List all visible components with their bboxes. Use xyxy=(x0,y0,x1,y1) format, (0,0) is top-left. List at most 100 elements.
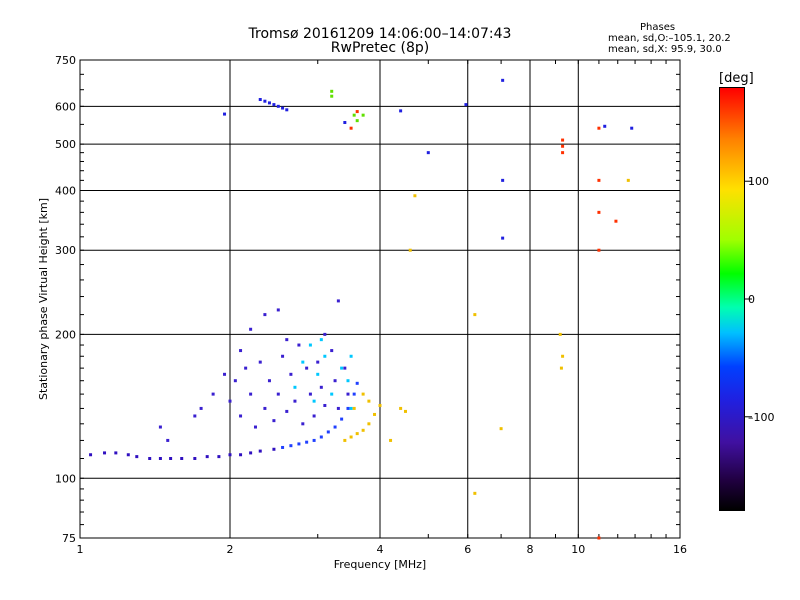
data-point xyxy=(223,112,227,116)
data-point xyxy=(272,103,276,107)
data-point xyxy=(281,354,285,358)
colorbar-tick-label: 0 xyxy=(748,293,755,306)
data-point xyxy=(263,99,267,103)
data-point xyxy=(333,379,337,383)
data-point xyxy=(499,427,503,431)
data-point xyxy=(355,381,359,385)
data-point xyxy=(561,151,565,155)
data-point xyxy=(319,385,323,389)
data-point xyxy=(297,343,301,347)
data-point xyxy=(293,385,297,389)
y-axis-label: Stationary phase Virtual Height [km] xyxy=(37,198,50,400)
data-point xyxy=(346,392,350,396)
data-point xyxy=(614,219,618,223)
data-point xyxy=(426,151,430,155)
data-point xyxy=(413,194,417,198)
data-point xyxy=(285,338,289,342)
data-point xyxy=(559,366,563,370)
data-point xyxy=(249,451,253,455)
data-point xyxy=(355,432,359,436)
data-point xyxy=(346,406,350,410)
data-point xyxy=(276,392,280,396)
data-point xyxy=(217,455,221,459)
data-point xyxy=(319,338,323,342)
data-point xyxy=(193,414,197,418)
colorbar-tick-label: 100 xyxy=(748,175,769,188)
data-point xyxy=(148,456,152,460)
chart-title-line1: Tromsø 20161209 14:06:00–14:07:43 xyxy=(248,26,512,42)
colorbar-tick-label: –100 xyxy=(748,411,775,424)
y-tick-label: 200 xyxy=(55,328,76,341)
x-axis-label: Frequency [MHz] xyxy=(334,558,426,571)
data-point xyxy=(293,399,297,403)
data-point xyxy=(349,354,353,358)
data-point xyxy=(276,104,280,108)
data-point xyxy=(343,366,347,370)
data-point xyxy=(343,121,347,125)
data-point xyxy=(166,438,170,442)
data-point xyxy=(330,89,334,93)
data-point xyxy=(263,313,267,317)
plot-frame xyxy=(79,59,681,539)
data-point xyxy=(301,422,305,426)
data-point xyxy=(319,435,323,439)
data-point xyxy=(403,409,407,413)
data-point xyxy=(340,417,344,421)
data-point xyxy=(158,425,162,429)
data-point xyxy=(473,491,477,495)
x-tick-label: 4 xyxy=(377,543,384,556)
data-point xyxy=(373,412,377,416)
x-tick-label: 10 xyxy=(571,543,585,556)
phases-heading: Phases xyxy=(640,22,676,33)
data-point xyxy=(603,124,607,128)
chart-title-line2: RwPretec (8p) xyxy=(330,40,430,56)
data-point xyxy=(336,299,340,303)
data-point xyxy=(228,399,232,403)
y-tick-label: 100 xyxy=(55,472,76,485)
data-point xyxy=(352,113,356,117)
x-tick-label: 16 xyxy=(673,543,687,556)
x-tick-label: 1 xyxy=(77,543,84,556)
data-point xyxy=(330,94,334,98)
data-point xyxy=(253,425,257,429)
data-point xyxy=(473,313,477,317)
data-point xyxy=(349,406,353,410)
data-point xyxy=(180,456,184,460)
data-point xyxy=(630,126,634,130)
data-point xyxy=(272,419,276,423)
data-point xyxy=(501,178,505,182)
data-point xyxy=(239,453,243,457)
data-point xyxy=(199,406,203,410)
data-point xyxy=(626,178,630,182)
data-point xyxy=(289,444,293,448)
data-point xyxy=(267,101,271,105)
data-point xyxy=(272,447,276,451)
data-point xyxy=(258,449,262,453)
y-tick-label: 750 xyxy=(55,54,76,67)
data-point xyxy=(281,106,285,110)
data-point xyxy=(205,455,209,459)
data-point xyxy=(263,406,267,410)
data-point xyxy=(336,406,340,410)
phases-x-stats: mean, sd,X: 95.9, 30.0 xyxy=(608,44,722,55)
data-point xyxy=(355,119,359,123)
data-point xyxy=(399,406,403,410)
data-point xyxy=(333,425,337,429)
data-point xyxy=(408,248,412,252)
x-tick-label: 2 xyxy=(227,543,234,556)
data-point xyxy=(228,453,232,457)
data-point xyxy=(258,98,262,102)
data-point xyxy=(597,126,601,130)
data-point xyxy=(211,392,215,396)
data-point xyxy=(169,456,173,460)
data-point xyxy=(352,406,356,410)
data-point xyxy=(355,110,359,114)
data-point xyxy=(114,451,118,455)
data-point xyxy=(340,366,344,370)
data-point xyxy=(378,403,382,407)
y-tick-label: 500 xyxy=(55,138,76,151)
y-tick-label: 600 xyxy=(55,100,76,113)
data-point xyxy=(597,178,601,182)
data-point xyxy=(389,438,393,442)
